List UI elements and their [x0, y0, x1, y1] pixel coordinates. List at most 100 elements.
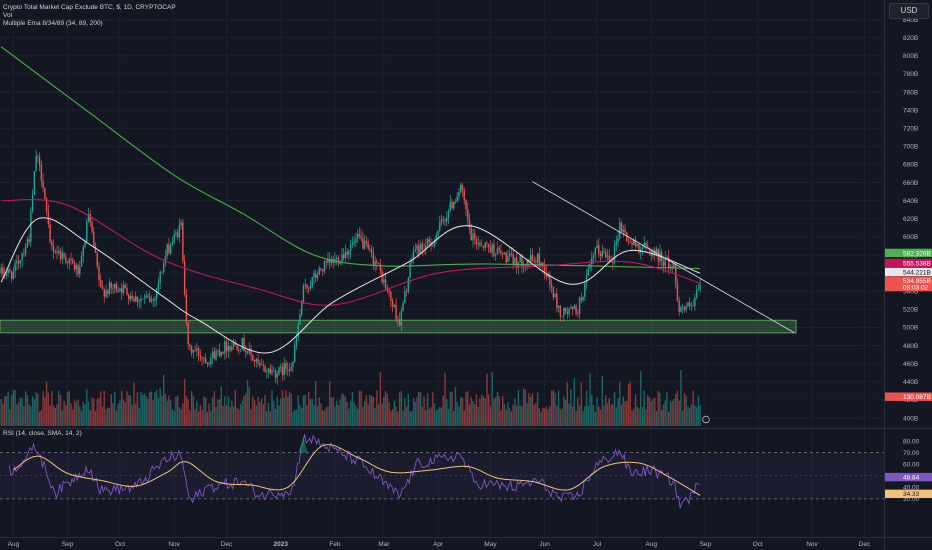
candle-body — [605, 251, 607, 257]
time-axis[interactable]: Aug Sep Oct Nov Dec 2023 Feb Mar Apr May Jun Jul Aug… — [8, 541, 871, 548]
volume-bar — [150, 391, 153, 426]
candle-body — [377, 263, 380, 265]
candle-body — [685, 306, 687, 310]
candle-body — [671, 266, 673, 268]
volume-bar — [678, 400, 680, 426]
volume-bar — [508, 408, 511, 426]
volume-bar — [507, 402, 509, 426]
volume-bar — [169, 400, 172, 426]
candle-body — [178, 225, 181, 238]
candle-body — [150, 299, 153, 302]
candle-body — [514, 257, 516, 265]
volume-bar — [550, 390, 553, 426]
volume-bar — [654, 397, 656, 426]
candle-body — [79, 266, 81, 275]
time-tick-label: Nov — [168, 541, 180, 548]
candle-body — [204, 358, 207, 364]
volume-bar — [192, 395, 195, 426]
volume-bar — [31, 396, 34, 426]
volume-bar — [143, 393, 146, 426]
volume-bar — [101, 406, 104, 426]
volume-bar — [501, 396, 504, 426]
price-label-bg — [885, 276, 932, 285]
candle-body — [72, 259, 74, 264]
candle-body — [222, 351, 224, 354]
trendline[interactable] — [532, 181, 795, 334]
volume-bar — [536, 392, 539, 426]
candle-body — [584, 282, 586, 297]
volume-bar — [201, 409, 203, 426]
volume-bar — [26, 394, 29, 426]
volume-bar — [114, 391, 116, 426]
rsi-tick-label: 60.00 — [903, 462, 920, 469]
volume-bar — [617, 398, 619, 426]
candle-body — [440, 219, 443, 223]
volume-bar — [21, 397, 23, 426]
volume-bar — [128, 395, 130, 426]
candle-body — [479, 243, 481, 246]
candle-body — [267, 368, 270, 372]
volume-bar — [145, 395, 147, 426]
volume-bar — [589, 373, 591, 426]
candle-body — [411, 260, 413, 263]
volume-bar — [374, 408, 376, 426]
candle-body — [211, 351, 214, 358]
volume-bar — [388, 402, 390, 426]
volume-bar — [269, 411, 271, 426]
rsi-label-text: 48.84 — [903, 474, 920, 481]
candle-body — [470, 228, 472, 241]
price-label-text: 08:03:02 — [903, 284, 929, 291]
candle-body — [257, 359, 259, 363]
volume-bar — [302, 395, 305, 426]
candle-body — [218, 350, 221, 357]
candle-body — [379, 263, 382, 271]
candle-body — [117, 291, 119, 293]
volume-bar — [477, 406, 479, 426]
price-axis[interactable]: 840B 820B 800B 780B 760B 740B 720B 700B 680B 660B… — [903, 17, 918, 422]
candle-body — [370, 248, 373, 253]
candle-body — [45, 198, 48, 212]
price-tick-label: 540B — [903, 289, 918, 296]
candle-body — [407, 277, 410, 292]
volume-bar — [470, 397, 472, 426]
volume-bar — [414, 401, 417, 426]
volume-bar — [59, 394, 62, 426]
volume-bar — [290, 393, 292, 426]
volume-bar — [622, 396, 624, 426]
time-tick-label: Dec — [221, 541, 233, 548]
candle-body — [245, 350, 247, 353]
candle-body — [404, 291, 406, 303]
volume-bar — [542, 407, 544, 426]
candle-body — [489, 247, 492, 253]
candle-body — [31, 194, 34, 212]
volume-bar — [44, 397, 46, 426]
volume-bar — [49, 405, 51, 426]
volume-bar — [661, 410, 663, 426]
currency-button[interactable]: USD — [889, 3, 929, 19]
candle-body — [119, 288, 121, 292]
volume-bar — [238, 409, 240, 426]
volume-bar — [267, 402, 270, 426]
volume-bar — [515, 405, 518, 426]
candle-body — [699, 284, 701, 290]
volume-bar — [339, 399, 341, 426]
candle-body — [667, 257, 670, 268]
rsi-tick-label: 30.00 — [903, 496, 920, 503]
volume-bar — [110, 394, 112, 426]
volume-bar — [540, 411, 542, 426]
candle-body — [418, 245, 420, 254]
volume-bar — [16, 404, 18, 426]
candle-body — [442, 219, 444, 221]
candle-body — [129, 296, 132, 300]
candle-body — [224, 341, 226, 354]
volume-bar — [674, 393, 677, 426]
time-tick-label: Jun — [539, 541, 550, 548]
volume-bar — [353, 402, 355, 426]
volume-bar — [372, 397, 375, 426]
candle-body — [568, 308, 570, 314]
volume-bar — [79, 406, 81, 426]
volume-bar — [252, 396, 254, 426]
candle-body — [414, 249, 417, 252]
candle-body — [481, 245, 483, 247]
